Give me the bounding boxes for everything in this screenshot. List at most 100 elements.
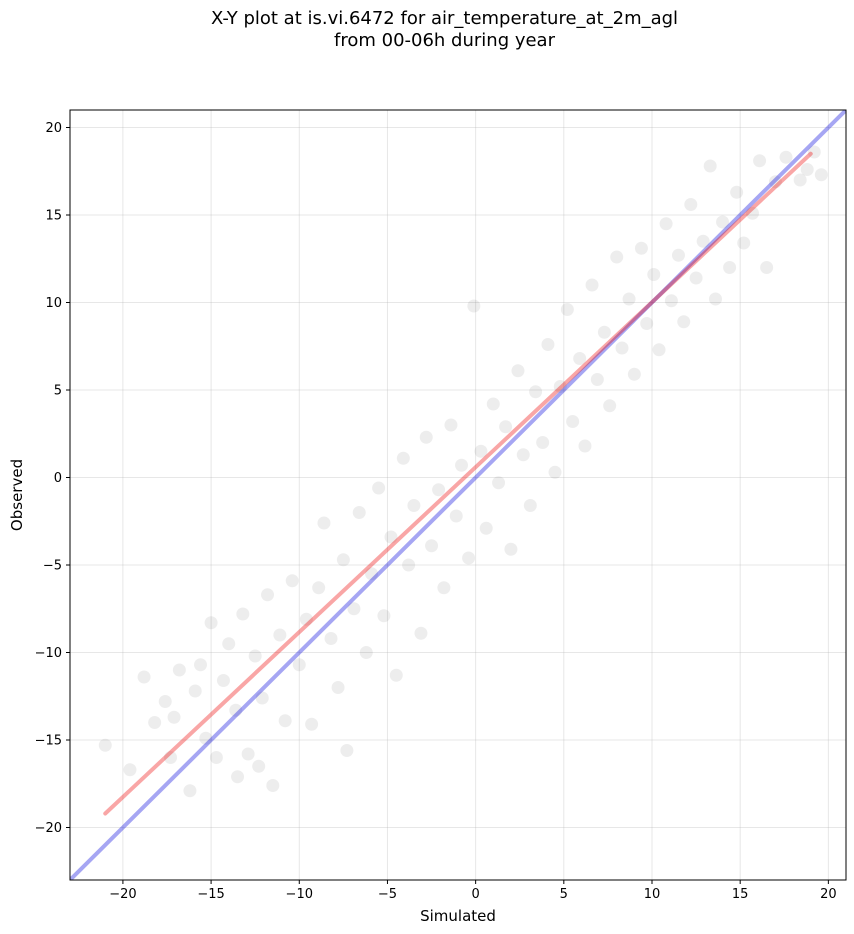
data-point	[255, 691, 269, 705]
data-point	[474, 444, 488, 458]
data-point	[396, 451, 410, 465]
x-tick-label: 20	[820, 887, 837, 902]
data-point	[183, 784, 197, 798]
data-point	[167, 710, 181, 724]
data-point	[389, 668, 403, 682]
data-point	[222, 637, 236, 651]
data-point	[553, 380, 567, 393]
data-point	[266, 779, 280, 792]
y-axis-ticks: −20 −15 −10 −5 0 5 10 15 20	[35, 121, 70, 836]
data-point	[158, 695, 172, 708]
data-point	[365, 567, 379, 581]
data-point	[760, 261, 774, 274]
data-point	[671, 248, 685, 262]
data-point	[504, 542, 518, 556]
data-point	[746, 206, 760, 220]
data-point	[137, 670, 151, 684]
chart-title-line-2: from 00-06h during year	[334, 30, 555, 51]
y-tick-label: −15	[35, 734, 62, 749]
data-point	[455, 458, 469, 472]
data-point	[779, 150, 793, 164]
x-tick-label: 15	[732, 887, 749, 902]
data-point	[634, 241, 648, 255]
data-point	[437, 581, 451, 595]
data-point	[800, 163, 814, 176]
x-axis-ticks: −20 −15 −10 −5 0 5 10 15 20	[109, 880, 837, 902]
data-point	[305, 717, 319, 731]
data-point	[814, 168, 828, 182]
data-point	[98, 738, 112, 752]
x-tick-label: 10	[644, 887, 661, 902]
data-point	[229, 703, 243, 717]
y-axis-label: Observed	[8, 459, 26, 531]
data-point	[402, 558, 416, 572]
data-point	[585, 278, 599, 292]
data-point	[312, 581, 326, 595]
data-point	[236, 607, 250, 621]
data-point	[807, 145, 821, 159]
data-point	[462, 551, 476, 565]
data-point	[467, 299, 481, 313]
x-tick-label: −10	[286, 887, 313, 902]
data-point	[479, 521, 493, 535]
y-tick-label: −10	[35, 646, 62, 661]
data-point	[610, 250, 624, 264]
data-point	[560, 303, 574, 316]
data-point	[615, 341, 629, 355]
data-point	[248, 649, 262, 663]
y-tick-label: 0	[54, 471, 62, 486]
data-point	[652, 343, 666, 357]
chart-title: X-Y plot at is.vi.6472 for air_temperatu…	[0, 8, 854, 52]
data-point	[299, 612, 313, 626]
data-point	[677, 315, 691, 329]
data-point	[622, 292, 636, 306]
data-point	[590, 373, 604, 386]
x-tick-label: −5	[378, 887, 397, 902]
data-points	[98, 145, 828, 798]
data-point	[425, 539, 439, 553]
data-point	[573, 352, 587, 365]
data-point	[640, 317, 654, 330]
data-point	[331, 681, 345, 694]
fit-lines	[70, 110, 846, 880]
data-point	[216, 674, 230, 687]
data-point	[372, 481, 386, 495]
data-point	[730, 185, 744, 199]
data-point	[486, 397, 500, 411]
data-point	[164, 751, 178, 764]
data-point	[204, 616, 218, 630]
data-point	[148, 716, 162, 729]
data-point	[123, 763, 137, 777]
data-point	[241, 747, 255, 761]
data-point	[703, 159, 717, 173]
regression-line	[103, 151, 813, 816]
data-point	[578, 439, 592, 453]
data-point	[723, 261, 737, 274]
data-point	[499, 420, 513, 434]
data-point	[199, 731, 213, 745]
data-point	[432, 483, 446, 497]
data-point	[285, 574, 299, 588]
data-point	[768, 175, 782, 189]
data-point	[414, 626, 428, 640]
x-tick-label: −15	[197, 887, 224, 902]
y-tick-label: −5	[43, 559, 62, 574]
data-point	[696, 234, 710, 248]
data-point	[492, 476, 506, 490]
data-point	[737, 236, 751, 250]
data-point	[566, 415, 580, 428]
data-point	[597, 325, 611, 339]
y-tick-label: −20	[35, 821, 62, 836]
data-point	[689, 271, 703, 285]
data-point	[536, 436, 550, 449]
data-point	[172, 663, 186, 677]
data-point	[261, 588, 275, 602]
data-point	[627, 367, 641, 381]
x-tick-label: 5	[560, 887, 568, 902]
data-point	[516, 448, 530, 462]
plot-frame	[69, 109, 847, 881]
data-point	[292, 658, 306, 672]
data-point	[352, 506, 366, 519]
x-tick-label: 0	[471, 887, 479, 902]
